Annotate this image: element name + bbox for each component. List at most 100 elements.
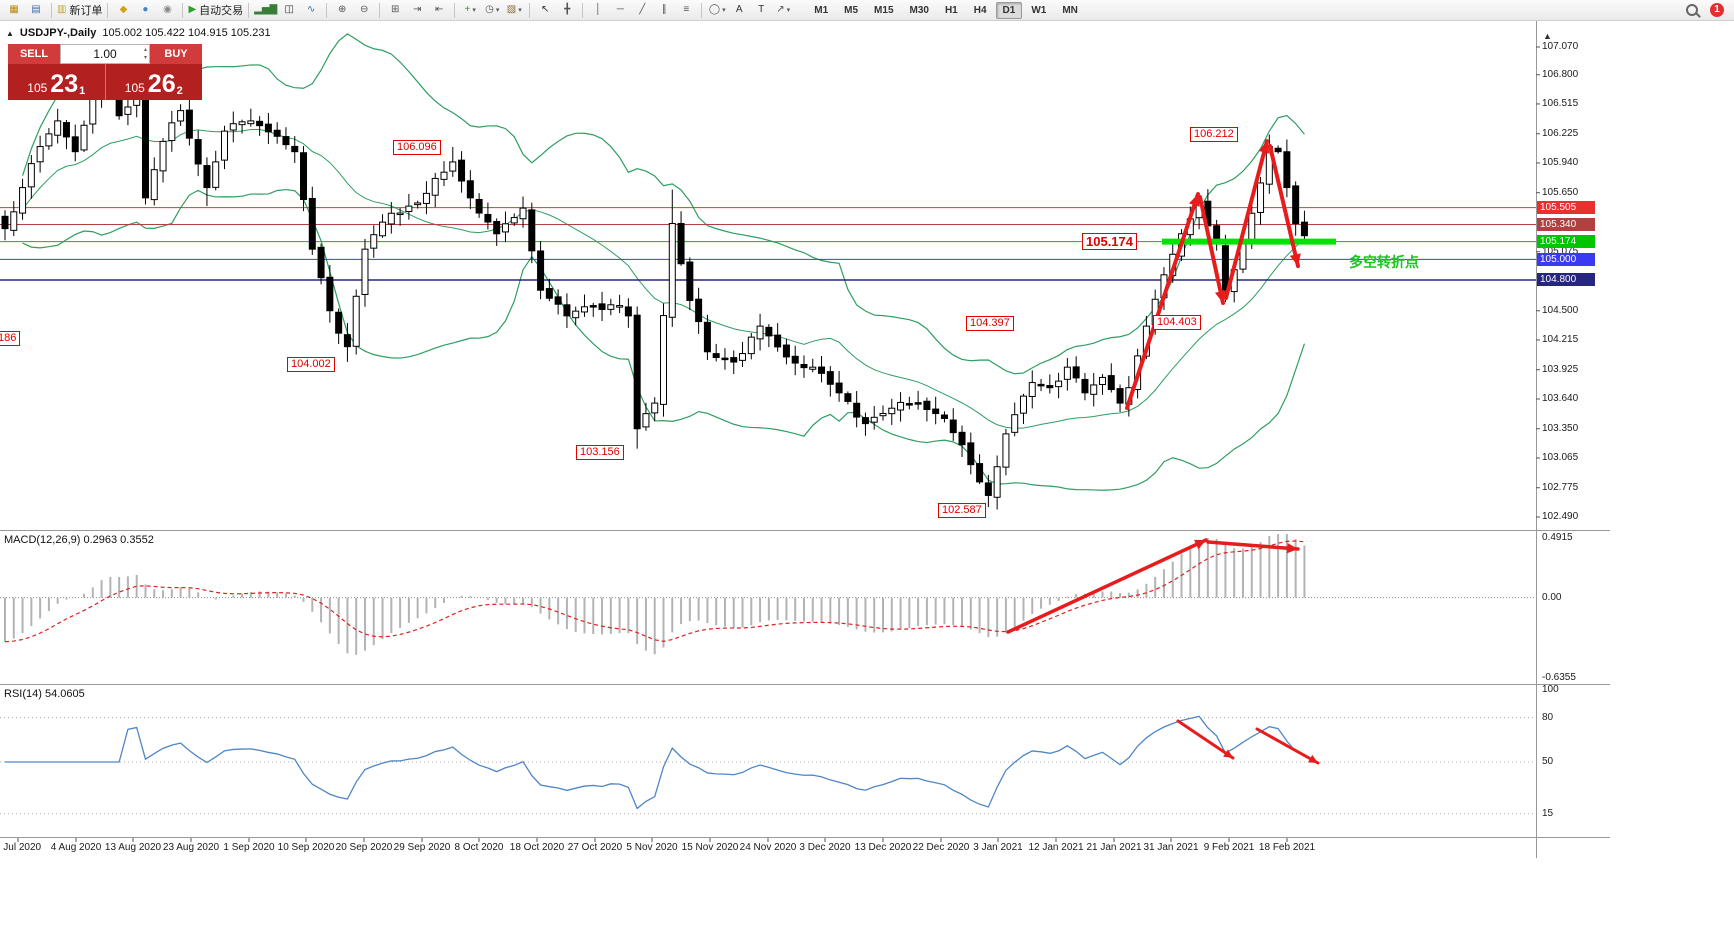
candlestick-icon: ◫ <box>284 4 294 15</box>
sell-price-figure: 105 <box>27 81 48 95</box>
chart-shift-button[interactable]: ⇤ <box>429 1 449 19</box>
time-axis[interactable] <box>0 838 1536 860</box>
price-annotation[interactable]: 186 <box>0 331 21 346</box>
horizontal-line-icon: ─ <box>616 4 624 15</box>
arrows-button[interactable]: ↗ ▾ <box>773 1 793 19</box>
channel-button[interactable]: ∥ <box>654 1 674 19</box>
chart-canvas[interactable] <box>0 21 1536 838</box>
templates-button[interactable]: ▧ ▾ <box>504 1 524 19</box>
search-icon[interactable] <box>1686 4 1698 16</box>
vertical-line-button[interactable]: │ <box>588 1 608 19</box>
market-button[interactable]: ◆ <box>113 1 133 19</box>
timeframe-m1[interactable]: M1 <box>814 4 829 16</box>
macd-indicator-label: MACD(12,26,9) 0.2963 0.3552 <box>4 534 154 546</box>
new-chart-button[interactable]: ▦ <box>4 1 24 19</box>
toolbar-separator <box>51 2 52 18</box>
buy-button[interactable]: BUY <box>150 44 202 64</box>
line-chart-button[interactable]: ∿ <box>301 1 321 19</box>
auto-scroll-icon: ⇥ <box>413 4 422 15</box>
notification-badge[interactable]: 1 <box>1710 3 1724 17</box>
toolbar-separator <box>107 2 109 18</box>
new-chart-icon: ▦ <box>9 4 19 15</box>
chart-shift-icon: ⇤ <box>435 4 444 15</box>
spinner-up-icon[interactable]: ▴ <box>143 47 147 53</box>
collapse-trade-panel-button[interactable]: ▲ <box>6 28 14 38</box>
bar-chart-button[interactable]: ▂▅▇ <box>254 1 277 19</box>
chart-title: ▲ USDJPY-,Daily 105.002 105.422 104.915 … <box>6 27 271 39</box>
shapes-button[interactable]: ◯ ▾ <box>707 1 727 19</box>
timeframe-m30[interactable]: M30 <box>909 4 929 16</box>
price-annotation[interactable]: 104.397 <box>966 316 1014 331</box>
price-annotation[interactable]: 106.096 <box>393 140 441 155</box>
toolbar-separator <box>529 2 531 18</box>
price-annotation[interactable]: 104.002 <box>287 357 335 372</box>
trendline-icon: ╱ <box>639 4 646 15</box>
zoom-out-button[interactable]: ⊖ <box>354 1 374 19</box>
toolbar-separator <box>582 2 584 18</box>
crosshair-icon: ╋ <box>564 4 571 15</box>
price-annotation[interactable]: 106.212 <box>1190 127 1238 142</box>
fibonacci-button[interactable]: ≡ <box>676 1 696 19</box>
new-order-button[interactable]: ▥ 新订单 <box>57 1 102 19</box>
zoom-in-button[interactable]: ⊕ <box>332 1 352 19</box>
timeframe-mn[interactable]: MN <box>1062 4 1078 16</box>
buy-price-pipette: 2 <box>176 85 183 97</box>
dropdown-caret-icon: ▾ <box>722 7 726 14</box>
dropdown-caret-icon: ▾ <box>786 7 791 14</box>
timeframe-m15[interactable]: M15 <box>874 4 894 16</box>
community-button[interactable]: ● <box>135 1 155 19</box>
indicators-button[interactable]: + ▾ <box>460 1 480 19</box>
tile-windows-button[interactable]: ⊞ <box>385 1 405 19</box>
spinner-down-icon[interactable]: ▾ <box>143 55 147 61</box>
toolbar-separator <box>182 2 184 18</box>
toolbar-separator <box>248 2 250 18</box>
dropdown-caret-icon: ▾ <box>495 7 500 14</box>
dropdown-caret-icon: ▾ <box>518 7 522 14</box>
price-annotation[interactable]: 102.587 <box>938 503 986 518</box>
candlestick-button[interactable]: ◫ <box>279 1 299 19</box>
label-icon: T <box>758 4 765 15</box>
community-icon: ● <box>142 4 149 15</box>
buy-price[interactable]: 105 26 2 <box>104 64 203 100</box>
toolbar-separator <box>454 2 456 18</box>
sell-price[interactable]: 105 23 1 <box>8 64 105 100</box>
price-annotation[interactable]: 105.174 <box>1082 233 1137 250</box>
toolbar-separator <box>326 2 328 18</box>
autotrading-icon: ▶ <box>188 4 197 15</box>
profiles-button[interactable]: ▤ <box>26 1 46 19</box>
price-annotation[interactable]: 103.156 <box>576 445 624 460</box>
volume-spinner[interactable]: ▴ ▾ <box>144 46 147 62</box>
text-button[interactable]: A <box>729 1 749 19</box>
timeframe-d1[interactable]: D1 <box>995 1 1023 19</box>
price-annotation[interactable]: 104.403 <box>1153 315 1201 330</box>
autotrading-button-label: 自动交易 <box>199 5 244 17</box>
dropdown-caret-icon: ▾ <box>472 7 476 14</box>
volume-input[interactable]: 1.00 ▴ ▾ <box>60 44 150 64</box>
timeframe-m5[interactable]: M5 <box>844 4 859 16</box>
auto-scroll-button[interactable]: ⇥ <box>407 1 427 19</box>
zoom-out-icon: ⊖ <box>360 4 369 15</box>
horizontal-line-button[interactable]: ─ <box>610 1 630 19</box>
trendline-button[interactable]: ╱ <box>632 1 652 19</box>
new-order-button-label: 新订单 <box>69 5 103 17</box>
volume-value: 1.00 <box>93 47 117 61</box>
timeframe-w1[interactable]: W1 <box>1031 4 1047 16</box>
price-axis[interactable] <box>1537 21 1609 858</box>
toolbar: ▦ ▤ ▥ 新订单 ◆ ● ◉ ▶ 自动交易 ▂▅▇ ◫ ∿ ⊕ ⊖ ⊞ ⇥ ⇤ + ▾ ◷ ▾ ▧ ▾ ↖ ╋ │ ─ ╱ ∥ ≡ ◯ ▾ A… <box>0 0 1734 21</box>
periods-button[interactable]: ◷ ▾ <box>482 1 502 19</box>
timeframe-h1[interactable]: H1 <box>944 4 958 16</box>
sell-button[interactable]: SELL <box>8 44 60 64</box>
autotrading-button[interactable]: ▶ 自动交易 <box>188 1 243 19</box>
new-order-icon: ▥ <box>57 4 67 15</box>
label-button[interactable]: T <box>751 1 771 19</box>
crosshair-button[interactable]: ╋ <box>557 1 577 19</box>
periods-icon: ◷ <box>485 4 494 15</box>
indicators-icon: + <box>464 4 471 15</box>
text-icon: A <box>735 4 743 15</box>
timeframe-h4[interactable]: H4 <box>973 4 987 16</box>
buy-price-pips: 26 <box>147 70 176 98</box>
fibonacci-icon: ≡ <box>683 4 690 15</box>
cursor-button[interactable]: ↖ <box>535 1 555 19</box>
web-terminal-button[interactable]: ◉ <box>157 1 177 19</box>
turning-point-note[interactable]: 多空转折点 <box>1349 254 1419 270</box>
